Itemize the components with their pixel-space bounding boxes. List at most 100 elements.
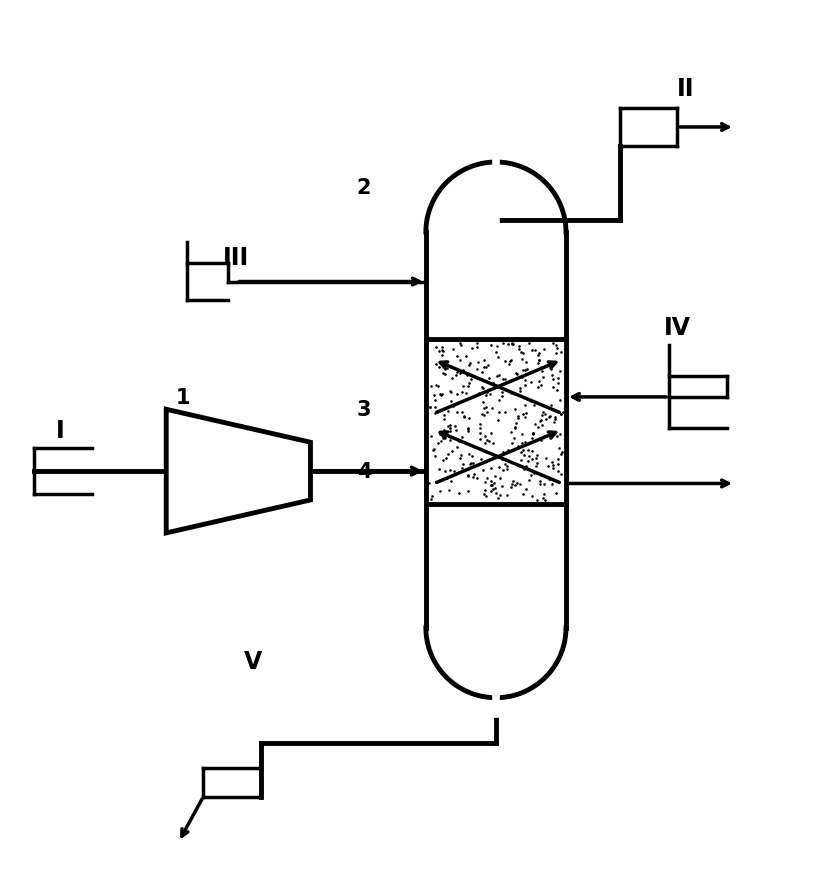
Point (548, 410, 562, 424)
Point (528, 399, 541, 413)
Point (441, 420, 454, 434)
Point (429, 341, 442, 355)
Point (432, 380, 445, 394)
Point (553, 365, 566, 379)
Point (438, 368, 452, 381)
Point (516, 444, 529, 458)
Point (486, 482, 500, 496)
Point (522, 473, 535, 487)
Point (434, 434, 447, 448)
Point (551, 342, 564, 356)
Point (526, 445, 539, 459)
Point (516, 408, 529, 421)
Point (500, 488, 514, 502)
Point (530, 448, 543, 462)
Point (531, 421, 544, 434)
Point (476, 381, 490, 395)
Point (540, 452, 553, 466)
Point (532, 354, 545, 368)
Point (519, 482, 533, 496)
Point (521, 393, 534, 407)
Point (546, 337, 559, 351)
Point (428, 401, 442, 415)
Point (423, 401, 437, 415)
Point (492, 414, 505, 428)
Point (464, 457, 477, 471)
Point (461, 485, 475, 499)
Point (478, 483, 491, 497)
Point (491, 492, 504, 506)
Point (550, 405, 563, 419)
Point (529, 451, 543, 465)
Point (509, 388, 522, 401)
Point (533, 432, 547, 446)
Point (461, 379, 475, 393)
Point (553, 428, 566, 441)
Point (484, 461, 497, 475)
Point (430, 357, 443, 371)
Point (543, 409, 557, 423)
Point (471, 356, 484, 370)
Point (542, 460, 555, 474)
Point (480, 433, 494, 447)
Point (504, 481, 518, 494)
Text: IV: IV (664, 315, 691, 340)
Point (455, 431, 468, 445)
Point (509, 421, 522, 435)
Point (437, 413, 451, 427)
Point (490, 340, 504, 354)
Point (446, 342, 459, 356)
Point (492, 460, 505, 474)
Point (512, 410, 525, 424)
Point (521, 454, 534, 468)
Point (466, 456, 480, 470)
Point (552, 464, 565, 478)
Point (498, 457, 511, 471)
Point (512, 342, 525, 356)
Point (531, 356, 544, 370)
Point (478, 488, 491, 501)
Point (514, 384, 527, 398)
Point (436, 473, 449, 487)
Point (552, 376, 565, 390)
Point (514, 478, 527, 492)
Point (453, 367, 466, 381)
Point (538, 343, 551, 357)
Point (504, 355, 517, 368)
Point (486, 376, 500, 390)
Point (529, 460, 543, 474)
Point (536, 419, 549, 433)
Point (429, 379, 442, 393)
Point (518, 463, 531, 477)
Point (443, 464, 457, 478)
Point (527, 427, 540, 441)
Point (530, 494, 543, 507)
Text: V: V (244, 649, 262, 673)
Point (509, 421, 522, 434)
Bar (426, 233, 566, 628)
Point (463, 458, 476, 472)
Point (519, 399, 532, 413)
Point (447, 465, 461, 479)
Point (474, 433, 487, 447)
Point (456, 461, 469, 475)
Point (523, 449, 536, 463)
Point (435, 388, 448, 401)
Point (470, 471, 483, 485)
Point (452, 434, 466, 448)
Text: 2: 2 (356, 177, 371, 197)
Point (479, 388, 492, 402)
Point (497, 373, 510, 387)
Point (496, 445, 509, 459)
Point (520, 362, 533, 376)
Point (458, 411, 471, 425)
Point (444, 474, 457, 488)
Point (536, 492, 549, 506)
Point (485, 427, 498, 441)
Point (484, 338, 497, 352)
Point (461, 423, 475, 437)
Point (449, 423, 462, 437)
Point (476, 366, 489, 380)
Point (489, 481, 502, 495)
Point (443, 419, 457, 433)
